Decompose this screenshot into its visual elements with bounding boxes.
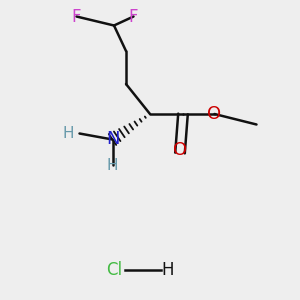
Text: H: H <box>107 158 118 172</box>
Text: F: F <box>129 8 138 26</box>
Text: F: F <box>72 8 81 26</box>
Text: H: H <box>162 261 174 279</box>
Text: Cl: Cl <box>106 261 122 279</box>
Text: N: N <box>106 130 119 148</box>
Text: O: O <box>173 141 187 159</box>
Text: O: O <box>207 105 222 123</box>
Text: H: H <box>62 126 74 141</box>
